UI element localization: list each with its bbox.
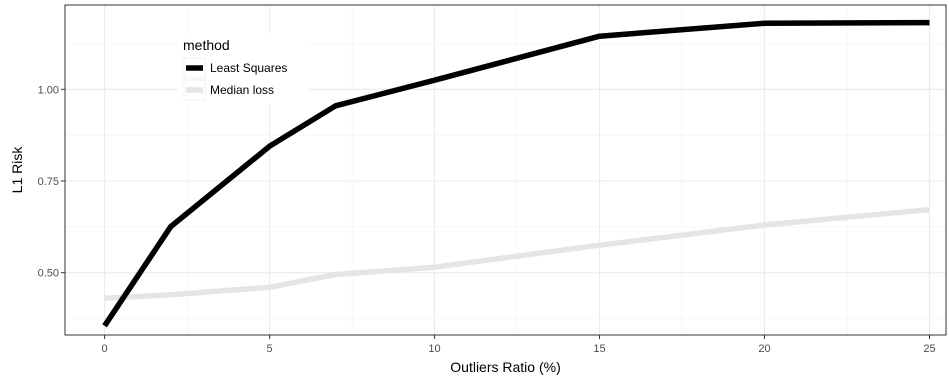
x-tick-label: 15 [593,343,605,355]
y-tick-label: 0.50 [38,268,59,280]
legend-label: Median loss [210,83,274,97]
legend-label: Least Squares [210,61,287,75]
series-line-median-loss [104,206,930,302]
x-tick-label: 25 [923,343,935,355]
y-tick-label: 0.75 [38,176,59,188]
y-tick-label: 1.00 [38,84,59,96]
x-axis-title: Outliers Ratio (%) [450,359,560,375]
series-layer [102,19,930,328]
y-axis: 0.50 0.75 1.00 [38,84,65,280]
legend-title: method [183,37,230,53]
legend: method Least Squares Median loss [178,34,308,104]
y-axis-title: L1 Risk [9,146,25,194]
x-tick-label: 5 [267,343,273,355]
x-tick-label: 10 [428,343,440,355]
plot-panel-border [64,4,947,336]
series-line-least-squares [102,19,930,328]
x-tick-label: 0 [102,343,108,355]
x-axis: 0 5 10 15 20 25 [102,335,936,355]
x-tick-label: 20 [758,343,770,355]
